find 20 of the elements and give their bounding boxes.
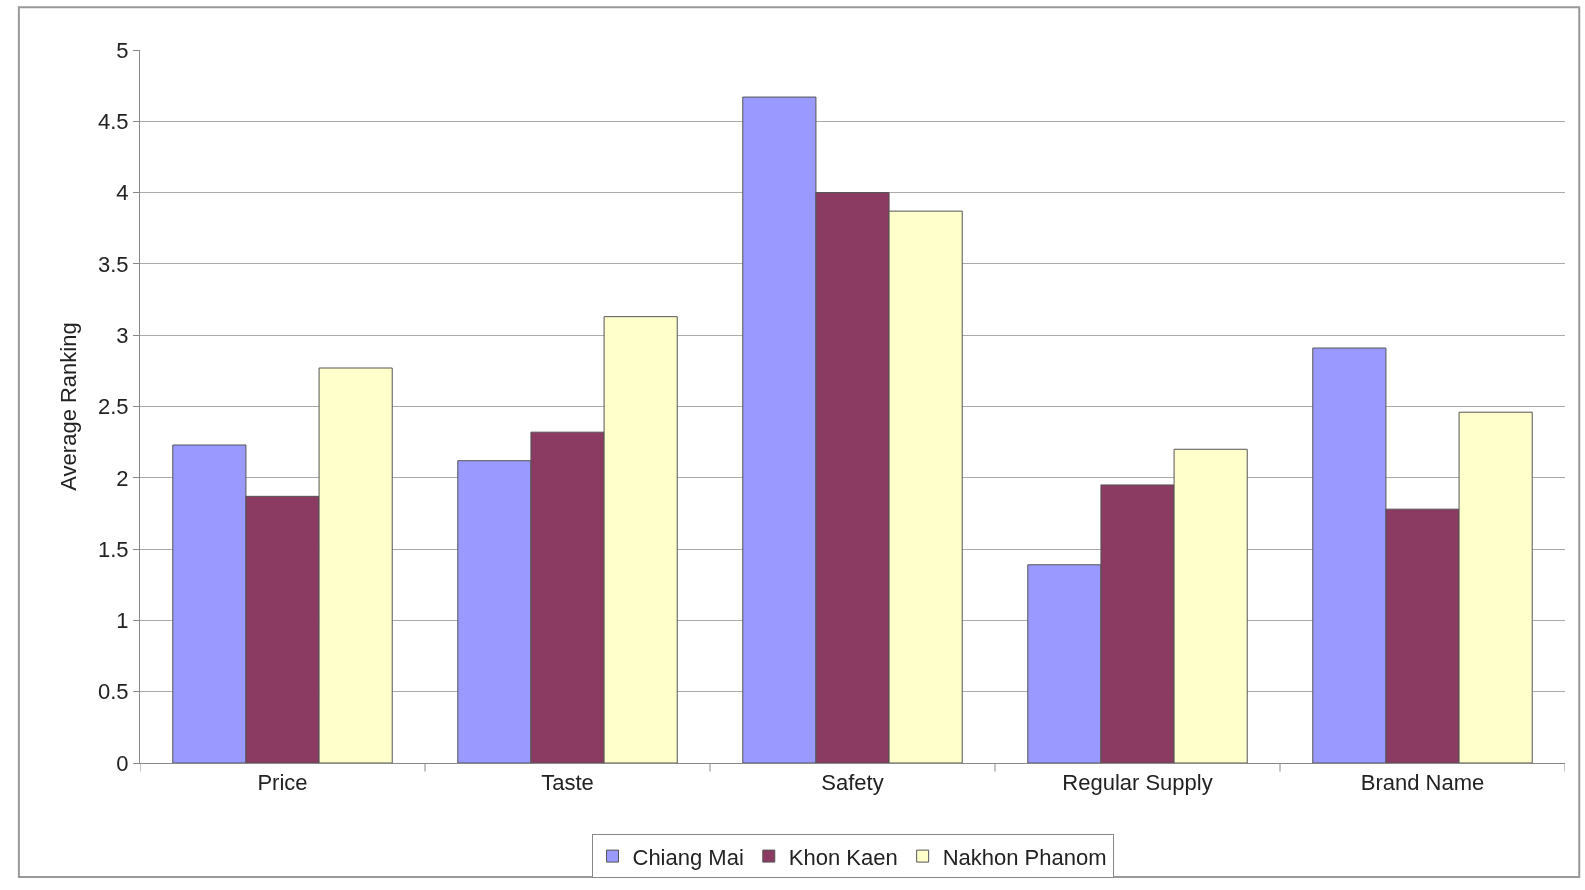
- y-tick-label: 4: [116, 180, 129, 206]
- legend-label: Khon Kaen: [788, 844, 898, 870]
- x-tick-label: Price: [257, 770, 308, 796]
- x-tick-label: Safety: [821, 770, 884, 796]
- y-tick-label: 4.5: [98, 109, 129, 134]
- x-tick-label: Brand Name: [1360, 770, 1485, 796]
- y-tick-label: 3: [116, 322, 129, 348]
- y-tick-label: 1.5: [98, 536, 129, 562]
- y-tick-label: 2: [116, 465, 129, 491]
- y-tick-label: 1: [116, 608, 129, 634]
- y-tick-label: 5: [116, 37, 129, 63]
- legend-label: Nakhon Phanom: [942, 844, 1107, 870]
- legend-label: Chiang Mai: [632, 844, 744, 870]
- y-tick-label: 3.5: [98, 251, 129, 277]
- y-tick-label: 2.5: [98, 394, 129, 420]
- y-axis-title: Average Ranking: [55, 322, 81, 491]
- y-tick-label: 0.5: [98, 679, 129, 705]
- x-tick-label: Regular Supply: [1062, 770, 1213, 796]
- x-tick-label: Taste: [541, 770, 594, 796]
- y-tick-label: 0: [116, 750, 129, 776]
